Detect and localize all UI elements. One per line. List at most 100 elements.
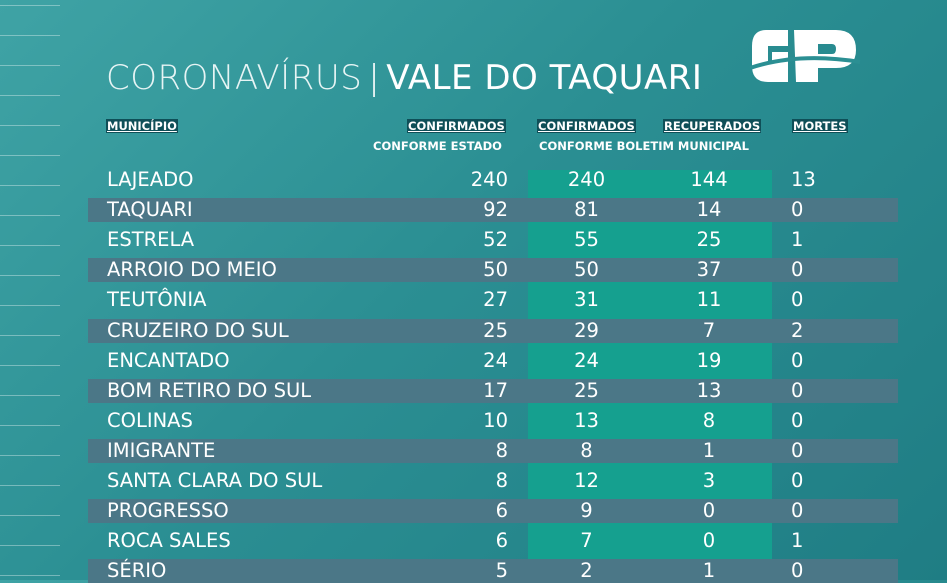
cell-confirmados-boletim: 25 bbox=[574, 378, 599, 402]
cell-confirmados-estado: 240 bbox=[470, 168, 508, 191]
cell-municipio: PROGRESSO bbox=[107, 499, 229, 523]
table-row: TEUTÔNIA 27 31 11 0 bbox=[0, 288, 947, 312]
cell-municipio: ENCANTADO bbox=[107, 348, 230, 372]
cell-confirmados-estado: 25 bbox=[483, 318, 508, 342]
cell-mortes: 0 bbox=[791, 348, 804, 372]
cell-confirmados-estado: 5 bbox=[495, 559, 508, 583]
cell-mortes: 0 bbox=[791, 408, 804, 432]
cell-confirmados-estado: 10 bbox=[483, 408, 508, 432]
header-mortes: MORTES bbox=[792, 119, 848, 133]
title-part1: CORONAVÍRUS bbox=[106, 58, 363, 98]
cell-confirmados-boletim: 2 bbox=[580, 559, 593, 583]
table-row: COLINAS 10 13 8 0 bbox=[0, 409, 947, 433]
title-separator: | bbox=[368, 58, 381, 98]
cell-recuperados: 7 bbox=[702, 318, 716, 342]
row-band bbox=[88, 438, 898, 463]
cell-mortes: 2 bbox=[791, 318, 804, 342]
table-row: ENCANTADO 24 24 19 0 bbox=[0, 349, 947, 373]
cell-municipio: ESTRELA bbox=[107, 228, 195, 252]
cell-confirmados-boletim: 81 bbox=[574, 198, 599, 222]
cell-municipio: SANTA CLARA DO SUL bbox=[107, 469, 323, 492]
table-row: ESTRELA 52 55 25 1 bbox=[0, 228, 947, 252]
cell-recuperados: 1 bbox=[702, 438, 716, 462]
cell-municipio: LAJEADO bbox=[107, 168, 194, 191]
cell-recuperados: 11 bbox=[696, 288, 722, 312]
cell-recuperados: 0 bbox=[702, 529, 716, 553]
cell-recuperados: 37 bbox=[696, 258, 722, 282]
cell-recuperados: 1 bbox=[702, 559, 716, 583]
cell-confirmados-boletim: 29 bbox=[574, 318, 599, 342]
header-municipio: MUNICÍPIO bbox=[106, 119, 178, 133]
cell-confirmados-boletim: 7 bbox=[580, 529, 593, 553]
table-row: LAJEADO 240 240 144 13 bbox=[0, 168, 947, 192]
table-row: CRUZEIRO DO SUL 25 29 7 2 bbox=[0, 318, 947, 343]
cell-confirmados-estado: 6 bbox=[495, 529, 508, 553]
table-row: SANTA CLARA DO SUL 8 12 3 0 bbox=[0, 469, 947, 493]
cell-recuperados: 8 bbox=[702, 408, 716, 432]
cell-recuperados: 144 bbox=[690, 168, 728, 191]
cell-municipio: TEUTÔNIA bbox=[107, 288, 207, 312]
cell-municipio: IMIGRANTE bbox=[107, 438, 216, 462]
table-row: TAQUARI 92 81 14 0 bbox=[0, 198, 947, 223]
cell-confirmados-estado: 8 bbox=[495, 469, 508, 492]
cell-confirmados-boletim: 55 bbox=[574, 228, 599, 252]
cell-confirmados-estado: 24 bbox=[483, 348, 508, 372]
row-band bbox=[88, 258, 898, 283]
row-band bbox=[88, 559, 898, 583]
cell-recuperados: 13 bbox=[696, 378, 722, 402]
table-row: ARROIO DO MEIO 50 50 37 0 bbox=[0, 258, 947, 283]
table-row: SÉRIO 5 2 1 0 bbox=[0, 559, 947, 583]
cell-recuperados: 25 bbox=[696, 228, 722, 252]
cell-mortes: 0 bbox=[791, 288, 804, 312]
cell-mortes: 1 bbox=[791, 228, 804, 252]
header-conforme-boletim: CONFORME BOLETIM MUNICIPAL bbox=[539, 139, 749, 153]
cell-mortes: 0 bbox=[791, 198, 804, 222]
title-part2: VALE DO TAQUARI bbox=[386, 58, 703, 98]
cell-municipio: ROCA SALES bbox=[107, 529, 231, 553]
cell-confirmados-estado: 8 bbox=[495, 438, 508, 462]
row-band bbox=[88, 378, 898, 403]
cell-mortes: 0 bbox=[791, 258, 804, 282]
cell-municipio: COLINAS bbox=[107, 408, 193, 432]
cell-mortes: 0 bbox=[791, 499, 804, 523]
cell-confirmados-estado: 6 bbox=[495, 499, 508, 523]
cell-municipio: BOM RETIRO DO SUL bbox=[107, 378, 312, 402]
table-row: IMIGRANTE 8 8 1 0 bbox=[0, 438, 947, 463]
cell-municipio: ARROIO DO MEIO bbox=[107, 258, 277, 282]
cell-mortes: 0 bbox=[791, 559, 804, 583]
cell-confirmados-estado: 17 bbox=[483, 378, 508, 402]
cell-recuperados: 19 bbox=[696, 348, 722, 372]
cell-recuperados: 14 bbox=[696, 198, 722, 222]
cell-mortes: 13 bbox=[791, 168, 816, 191]
cell-confirmados-boletim: 240 bbox=[567, 168, 606, 191]
row-band bbox=[88, 198, 898, 223]
cell-confirmados-boletim: 12 bbox=[574, 469, 599, 492]
cell-confirmados-boletim: 9 bbox=[580, 499, 593, 523]
table-row: BOM RETIRO DO SUL 17 25 13 0 bbox=[0, 378, 947, 403]
cell-mortes: 1 bbox=[791, 529, 804, 553]
cell-municipio: CRUZEIRO DO SUL bbox=[107, 318, 289, 342]
header-recuperados: RECUPERADOS bbox=[663, 119, 762, 133]
cell-municipio: TAQUARI bbox=[107, 198, 193, 222]
cell-recuperados: 0 bbox=[702, 499, 716, 523]
row-band bbox=[88, 318, 898, 343]
cell-confirmados-boletim: 13 bbox=[574, 408, 599, 432]
table-row: PROGRESSO 6 9 0 0 bbox=[0, 499, 947, 524]
cell-mortes: 0 bbox=[791, 438, 804, 462]
cell-confirmados-boletim: 50 bbox=[574, 258, 599, 282]
cell-confirmados-boletim: 31 bbox=[574, 288, 599, 312]
page-title: CORONAVÍRUS | VALE DO TAQUARI bbox=[106, 58, 702, 98]
gp-logo bbox=[749, 30, 861, 82]
header-conforme-estado: CONFORME ESTADO bbox=[373, 139, 502, 153]
decorative-stripes bbox=[0, 0, 60, 580]
cell-confirmados-estado: 50 bbox=[483, 258, 508, 282]
cell-mortes: 0 bbox=[791, 378, 804, 402]
cell-confirmados-estado: 52 bbox=[483, 228, 508, 252]
cell-municipio: SÉRIO bbox=[107, 559, 167, 583]
header-confirmados-estado: CONFIRMADOS bbox=[407, 119, 506, 133]
table-row: ROCA SALES 6 7 0 1 bbox=[0, 529, 947, 553]
header-confirmados-boletim: CONFIRMADOS bbox=[537, 119, 636, 133]
row-band bbox=[88, 499, 898, 524]
cell-mortes: 0 bbox=[791, 469, 804, 492]
cell-confirmados-estado: 92 bbox=[483, 198, 508, 222]
